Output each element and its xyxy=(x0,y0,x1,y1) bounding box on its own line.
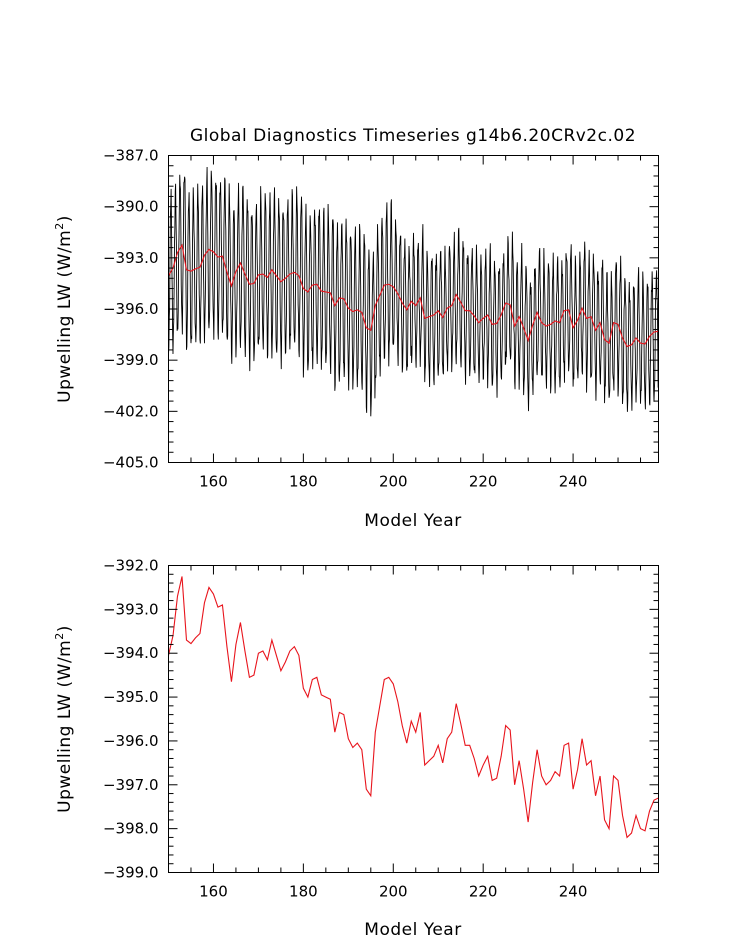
monthly-line xyxy=(168,166,659,417)
y-axis-title: Upwelling LW (W/m2) xyxy=(53,625,75,813)
plot-frame xyxy=(168,565,659,873)
x-tick-label: 160 xyxy=(199,883,228,901)
annual-mean-line xyxy=(168,243,659,348)
plot-frame xyxy=(168,155,659,463)
y-tick-label: −392.0 xyxy=(103,557,159,575)
x-tick-label: 220 xyxy=(469,473,498,491)
x-axis-title: Model Year xyxy=(364,511,461,531)
annual-mean-chart: Upwelling LW (W/m2) Model Year 160 180 200… xyxy=(53,557,659,940)
y-tick-label: −399.0 xyxy=(103,351,159,369)
y-axis-title: Upwelling LW (W/m2) xyxy=(53,215,75,403)
x-tick-label: 160 xyxy=(199,473,228,491)
x-axis-title: Model Year xyxy=(364,920,461,940)
x-tick-label: 240 xyxy=(559,473,588,491)
x-tick-label: 240 xyxy=(559,883,588,901)
y-tick-label: −394.0 xyxy=(103,644,159,662)
y-tick-label: −396.0 xyxy=(103,300,159,318)
y-tick-label: −405.0 xyxy=(103,454,159,472)
timeseries-chart: Global Diagnostics Timeseries g14b6.20CR… xyxy=(53,126,659,531)
x-tick-label: 180 xyxy=(289,473,318,491)
annual-mean-line xyxy=(168,576,659,839)
y-tick-label: −397.0 xyxy=(103,776,159,794)
y-tick-label: −402.0 xyxy=(103,402,159,420)
y-tick-label: −399.0 xyxy=(103,864,159,882)
chart-title: Global Diagnostics Timeseries g14b6.20CR… xyxy=(190,126,636,146)
y-tick-label: −390.0 xyxy=(103,198,159,216)
x-tick-label: 200 xyxy=(379,473,408,491)
y-axis-title-text: Upwelling LW (W/m2) xyxy=(53,215,75,403)
y-tick-label: −393.0 xyxy=(103,249,159,267)
y-axis-title-text: Upwelling LW (W/m2) xyxy=(53,625,75,813)
y-tick-label: −393.0 xyxy=(103,600,159,618)
y-tick-label: −395.0 xyxy=(103,688,159,706)
y-tick-label: −398.0 xyxy=(103,820,159,838)
x-tick-label: 220 xyxy=(469,883,498,901)
x-tick-label: 200 xyxy=(379,883,408,901)
y-tick-label: −387.0 xyxy=(103,147,159,165)
x-tick-label: 180 xyxy=(289,883,318,901)
y-tick-label: −396.0 xyxy=(103,732,159,750)
